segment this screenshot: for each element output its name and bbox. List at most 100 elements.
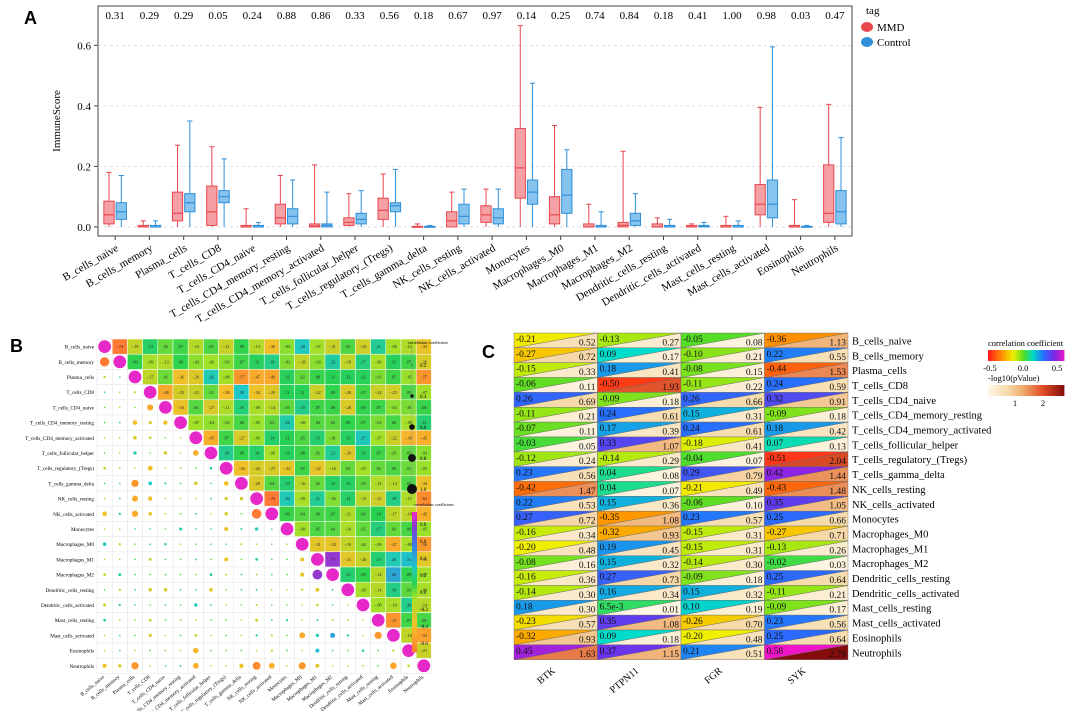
box-mmd: [206, 185, 218, 226]
legend-logp-band: [988, 385, 991, 396]
legend-cor-band: [995, 350, 998, 361]
color-legend-band: [412, 585, 417, 590]
corr-value: .02: [300, 375, 305, 380]
logp-value: 0.72: [579, 517, 596, 527]
color-legend: correlation coefficient 0.80.60.40.20.0-…: [412, 502, 455, 653]
corr-value: .24: [284, 420, 290, 425]
legend-cor-band: [989, 350, 993, 361]
corr-value: .06: [360, 511, 365, 516]
box-mmd: [308, 223, 321, 228]
box-mmd: [514, 128, 526, 199]
corr-circle: [148, 557, 152, 561]
cor-value: 0.24: [600, 409, 617, 419]
p-value-label: 0.74: [585, 10, 605, 22]
corr-value: .08: [300, 451, 305, 456]
cor-triangle: [680, 555, 765, 571]
color-legend-label: -0.4: [420, 625, 428, 630]
corr-value: -.20: [360, 557, 367, 562]
legend-cor-band: [1039, 350, 1042, 361]
row-label: Neutrophils: [852, 648, 902, 659]
corr-value: .04: [193, 405, 199, 410]
legend-logp-band: [1016, 385, 1019, 396]
corr-circle: [128, 370, 142, 384]
corr-value: .18: [391, 587, 396, 592]
legend-logp-band: [1062, 385, 1065, 396]
corr-value: -.28: [344, 390, 351, 395]
corr-value: -.22: [390, 435, 397, 440]
cor-value: 0.23: [683, 513, 700, 523]
corr-value: -.57: [390, 618, 397, 623]
cor-value: -0.11: [767, 587, 787, 597]
corr-value: .09: [330, 390, 335, 395]
box-mmd: [754, 184, 766, 216]
corr-circle: [225, 649, 227, 652]
row-label: T_cells_follicular_helper: [42, 450, 95, 457]
box-control: [458, 203, 470, 225]
cor-triangle: [680, 570, 765, 586]
corr-circle: [189, 431, 203, 445]
corr-circle: [331, 619, 334, 622]
cor-triangle: [597, 644, 682, 660]
corr-circle: [240, 528, 243, 530]
corr-value: -.45: [420, 435, 427, 440]
logp-value: 0.24: [579, 457, 596, 467]
corr-circle: [103, 482, 106, 485]
corr-circle: [210, 528, 212, 530]
row-label: T_cells_CD4_naive: [852, 396, 936, 407]
color-legend-band: [412, 638, 417, 642]
color-legend-band: [412, 575, 417, 579]
corr-circle: [255, 634, 258, 637]
corr-circle: [134, 589, 136, 591]
box-control: [115, 202, 127, 220]
legend-cor-band: [1024, 350, 1027, 361]
box-mmd: [617, 221, 629, 228]
corr-circle: [164, 512, 167, 515]
corr-value: -.48: [162, 390, 169, 395]
logp-value: 0.70: [746, 621, 763, 631]
corr-circle: [102, 511, 107, 517]
legend-cor-band: [993, 350, 996, 361]
corr-circle: [210, 558, 212, 561]
legend-logp-band: [1033, 385, 1036, 396]
corr-circle: [148, 436, 152, 440]
corr-circle: [240, 513, 243, 515]
legend-cor-band: [1050, 350, 1053, 361]
row-label: Neutrophils: [70, 664, 95, 670]
corr-circle: [210, 604, 212, 606]
legend-logp-band: [997, 385, 1000, 396]
corr-circle: [224, 557, 229, 562]
corr-circle: [240, 634, 243, 637]
corr-value: -.49: [268, 375, 275, 380]
color-legend-band: [412, 522, 417, 527]
color-legend-band: [412, 596, 417, 600]
legend-logp-band: [1054, 385, 1057, 396]
corr-value: .26: [208, 375, 213, 380]
corr-value: -.23: [360, 344, 367, 349]
legend-cor-tick: -0.5: [983, 363, 996, 373]
corr-value: .20: [224, 451, 229, 456]
corr-value: .12: [360, 375, 365, 380]
color-legend-band: [412, 582, 417, 586]
logp-value: 0.07: [746, 457, 763, 467]
size-legend-label: 0.8: [420, 457, 427, 462]
corr-value: .18: [269, 359, 274, 364]
corr-value: -.38: [223, 390, 230, 395]
cor-value: 0.26: [683, 394, 700, 404]
cor-triangle: [764, 600, 849, 616]
row-label: NK_cells_resting: [852, 485, 926, 496]
cor-triangle: [513, 496, 598, 512]
corr-value: -.09: [375, 359, 382, 364]
corr-value: -.07: [420, 390, 427, 395]
legend-logp-band: [1012, 385, 1015, 396]
cor-triangle: [513, 629, 598, 646]
p-value-label: 0.47: [825, 10, 845, 22]
legend-cor-band: [1026, 350, 1029, 361]
corr-value: -.14: [375, 587, 383, 592]
box-control: [766, 179, 779, 219]
corr-circle: [239, 663, 244, 668]
corr-circle: [271, 604, 273, 606]
corr-circle: [119, 497, 121, 500]
corr-circle: [270, 634, 273, 637]
corr-circle: [147, 465, 153, 471]
